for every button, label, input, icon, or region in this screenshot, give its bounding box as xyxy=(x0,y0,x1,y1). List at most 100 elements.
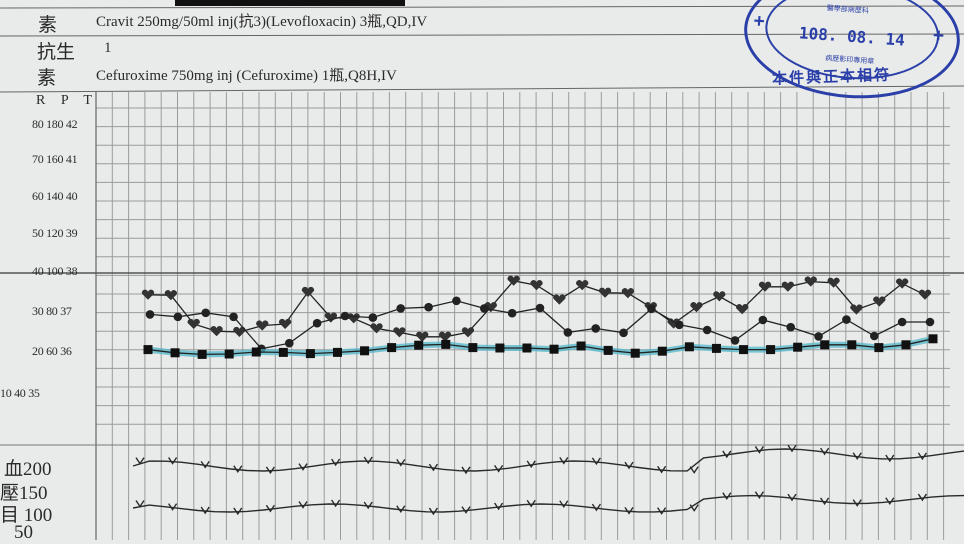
bp-v-mark xyxy=(298,463,308,471)
resp-square-marker xyxy=(630,348,640,358)
resp-square-marker xyxy=(576,341,586,351)
temp-dot-marker xyxy=(201,308,211,318)
pulse-heart-marker xyxy=(164,290,178,301)
axis-tick-label: 20 60 36 xyxy=(32,344,72,358)
bp-v-mark xyxy=(265,504,275,513)
bp-v-mark xyxy=(657,507,667,515)
axis-tick-label: 50 120 39 xyxy=(32,226,78,240)
bp-v-mark xyxy=(885,454,895,463)
bp-v-mark xyxy=(168,503,178,511)
temp-dot-marker xyxy=(340,311,350,321)
bp-v-mark xyxy=(787,493,797,502)
pulse-heart-marker xyxy=(324,312,337,323)
axis-tick-label: 80 180 42 xyxy=(32,117,78,131)
bp-v-mark xyxy=(331,458,341,467)
pulse-heart-marker xyxy=(141,289,155,300)
top-rule xyxy=(0,5,964,9)
temp-dot-marker xyxy=(368,313,378,322)
temp-dot-marker xyxy=(647,304,656,314)
bp-v-mark xyxy=(526,460,536,469)
bp-trend-line xyxy=(132,448,964,472)
resp-square-marker xyxy=(739,345,749,355)
stamp-plus-right: + xyxy=(932,24,945,47)
pulse-heart-marker xyxy=(461,327,475,338)
pulse-heart-marker xyxy=(438,331,452,342)
pulse-heart-marker xyxy=(918,289,932,300)
bp-v-mark xyxy=(135,500,145,508)
blood-pressure-lines xyxy=(132,444,964,516)
bp-v-mark xyxy=(820,447,830,456)
resp-square-marker xyxy=(278,347,288,357)
resp-square-marker xyxy=(684,342,694,352)
resp-square-marker xyxy=(603,345,613,355)
bp-v-mark xyxy=(689,466,699,474)
pulse-heart-marker xyxy=(667,318,680,329)
bp-v-mark xyxy=(233,507,243,516)
bp-v-mark xyxy=(428,507,438,516)
pulse-heart-marker xyxy=(256,320,269,331)
pulse-heart-marker xyxy=(736,304,749,315)
bp-v-mark xyxy=(396,505,406,514)
temp-dot-marker xyxy=(786,322,796,332)
temp-dot-marker xyxy=(312,318,322,328)
antibiotic-label-su: 素 xyxy=(37,68,57,89)
resp-square-marker xyxy=(170,348,180,358)
resp-square-marker xyxy=(874,343,884,353)
bp-v-mark xyxy=(526,499,536,508)
pulse-heart-marker xyxy=(713,291,726,302)
pulse-heart-marker xyxy=(530,280,543,291)
bp-v-mark xyxy=(689,504,699,512)
pulse-heart-marker xyxy=(187,318,200,329)
temp-dot-marker xyxy=(173,312,183,322)
temp-dot-marker xyxy=(674,320,684,330)
pulse-heart-marker xyxy=(804,276,817,287)
bp-v-mark xyxy=(200,460,210,469)
bp-v-mark xyxy=(135,457,145,465)
bp-v-mark xyxy=(298,501,308,509)
bp-v-mark xyxy=(787,444,797,453)
temp-dot-marker xyxy=(563,328,573,337)
axis-tick-label: 60 140 40 xyxy=(32,189,78,203)
resp-square-marker xyxy=(224,349,234,359)
pulse-heart-marker xyxy=(690,302,703,313)
bp-v-mark xyxy=(591,503,601,512)
axis-tick-label: 10 40 35 xyxy=(0,386,40,400)
resp-square-marker xyxy=(441,339,451,349)
temp-dot-marker xyxy=(535,303,545,313)
temp-dot-marker xyxy=(452,296,461,306)
pulse-heart-marker xyxy=(301,286,315,297)
bp-label-100: 目 100 xyxy=(0,505,53,526)
bp-label-50: 50 xyxy=(14,522,33,543)
pulse-heart-marker xyxy=(873,296,886,307)
bp-v-mark xyxy=(363,501,373,510)
pulse-heart-marker xyxy=(416,331,429,342)
resp-square-marker xyxy=(251,347,261,357)
resp-square-marker xyxy=(549,344,559,354)
black-bar xyxy=(175,0,405,6)
bp-v-mark xyxy=(331,499,341,508)
temp-dot-marker xyxy=(925,317,935,327)
temp-dot-marker xyxy=(591,324,601,333)
resp-square-marker xyxy=(766,345,776,355)
temp-dot-marker xyxy=(424,302,433,312)
axis-header: R P T xyxy=(36,93,98,108)
pulse-heart-marker xyxy=(393,327,406,338)
bp-v-mark xyxy=(591,457,601,466)
bp-v-mark xyxy=(722,492,732,500)
pulse-heart-marker xyxy=(484,302,497,313)
pulse-heart-marker xyxy=(576,280,589,291)
bp-label-200: 血200 xyxy=(4,459,52,480)
drug-order-2: Cefuroxime 750mg inj (Cefuroxime) 1瓶,Q8H… xyxy=(96,68,397,84)
temp-dot-marker xyxy=(284,338,294,348)
pulse-heart-marker xyxy=(347,313,360,324)
bp-v-mark xyxy=(200,506,210,515)
bp-v-mark xyxy=(265,466,275,475)
bp-v-mark xyxy=(624,507,634,515)
resp-square-marker xyxy=(793,342,803,352)
temp-dot-marker xyxy=(758,315,768,325)
resp-square-marker xyxy=(928,334,938,344)
pulse-heart-marker xyxy=(781,281,795,292)
temp-dot-marker xyxy=(619,328,628,338)
temp-dot-marker xyxy=(730,336,740,345)
